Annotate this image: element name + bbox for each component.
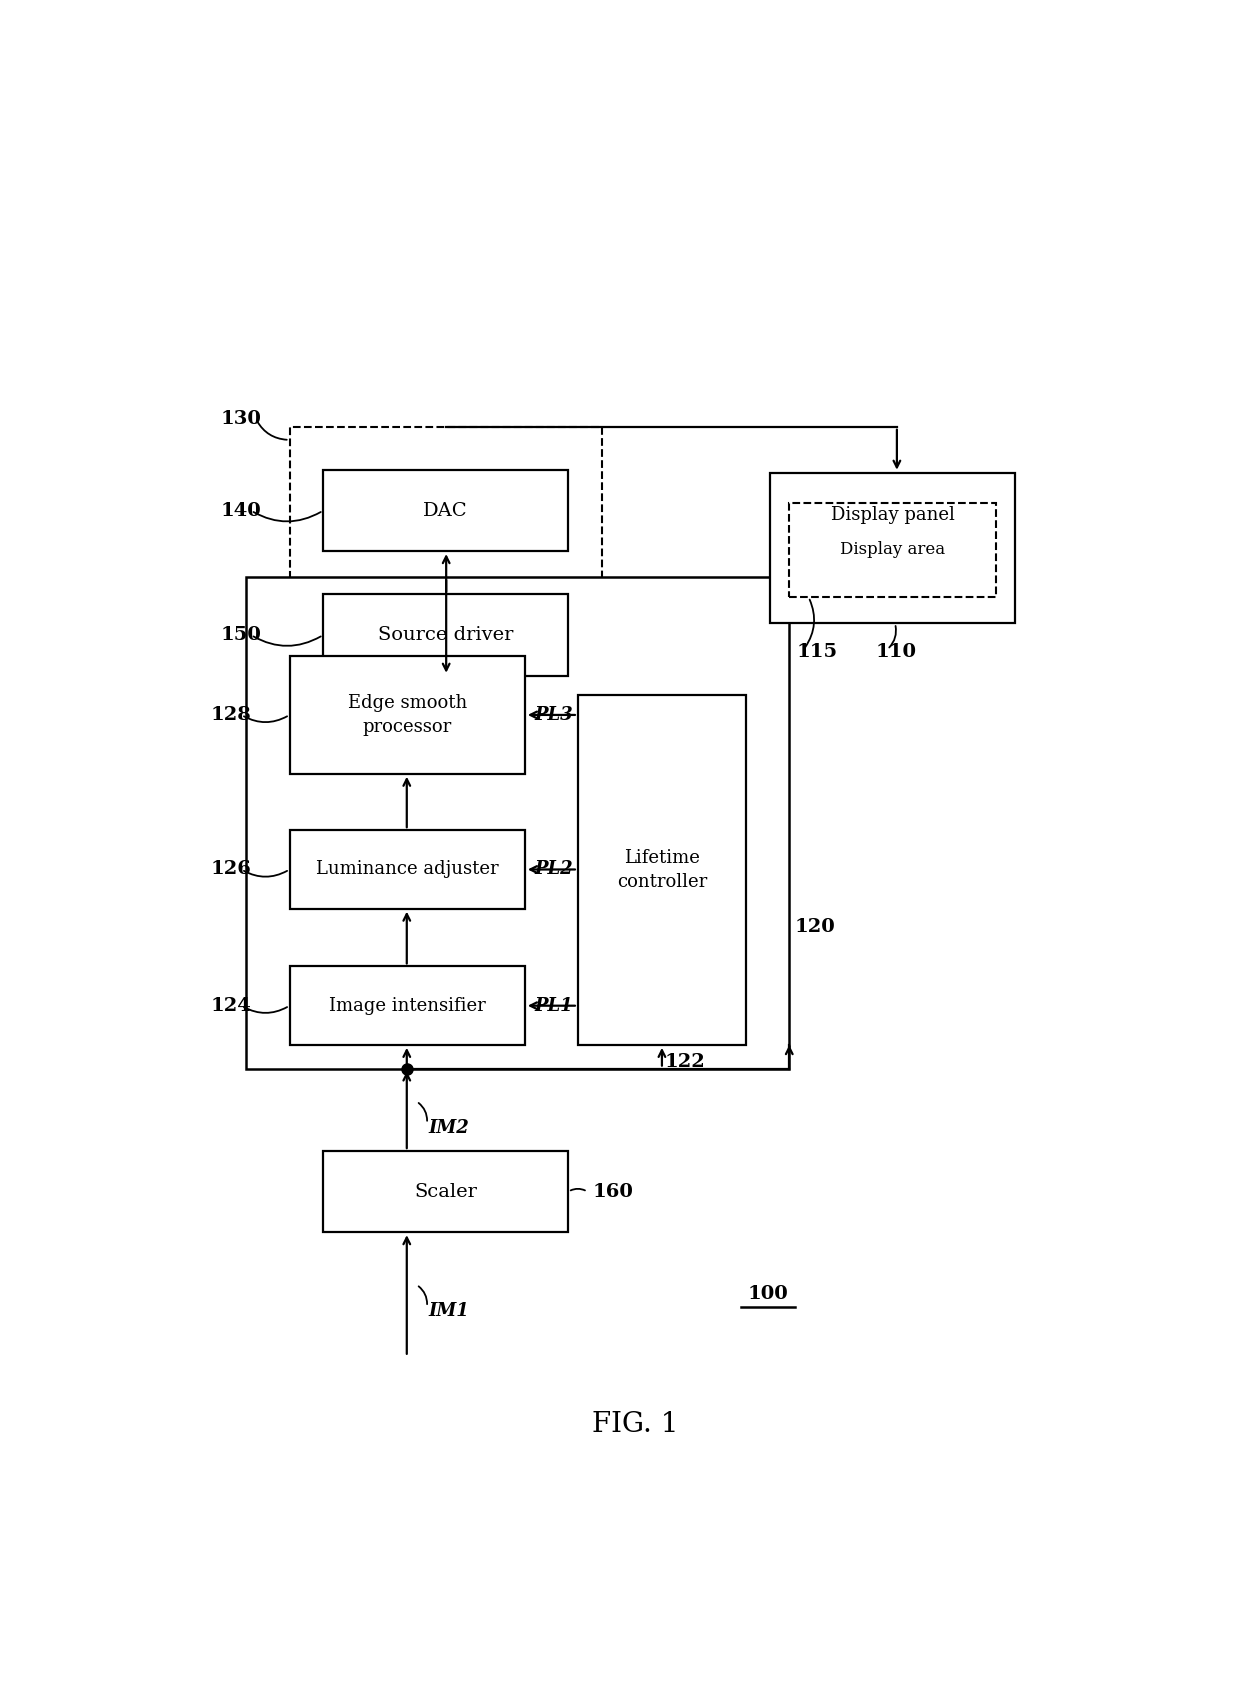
- Text: 120: 120: [794, 919, 835, 936]
- Text: Edge smooth
processor: Edge smooth processor: [347, 694, 467, 737]
- Text: 140: 140: [221, 502, 262, 519]
- FancyBboxPatch shape: [290, 830, 525, 908]
- Text: 160: 160: [593, 1182, 634, 1201]
- Text: Display panel: Display panel: [831, 505, 955, 524]
- Text: 110: 110: [875, 643, 916, 662]
- Text: PL2: PL2: [534, 861, 573, 878]
- Text: Lifetime
controller: Lifetime controller: [616, 849, 707, 891]
- Text: PL3: PL3: [534, 706, 573, 725]
- Text: Image intensifier: Image intensifier: [329, 997, 486, 1015]
- Text: Scaler: Scaler: [414, 1182, 477, 1201]
- Text: 150: 150: [221, 626, 262, 645]
- FancyBboxPatch shape: [290, 427, 601, 708]
- FancyBboxPatch shape: [324, 469, 568, 551]
- Text: 130: 130: [221, 410, 262, 429]
- FancyBboxPatch shape: [770, 473, 1016, 623]
- Text: 126: 126: [211, 861, 252, 878]
- Text: 124: 124: [211, 997, 252, 1015]
- Text: Luminance adjuster: Luminance adjuster: [316, 861, 498, 878]
- FancyBboxPatch shape: [290, 966, 525, 1044]
- Text: PL1: PL1: [534, 997, 573, 1015]
- Text: 128: 128: [211, 706, 252, 725]
- FancyBboxPatch shape: [789, 503, 996, 597]
- FancyBboxPatch shape: [324, 594, 568, 675]
- FancyBboxPatch shape: [578, 696, 746, 1044]
- Text: 122: 122: [665, 1053, 706, 1072]
- Text: 115: 115: [797, 643, 838, 662]
- Text: 100: 100: [748, 1284, 789, 1303]
- Text: Display area: Display area: [839, 541, 945, 558]
- Text: FIG. 1: FIG. 1: [593, 1412, 678, 1439]
- FancyBboxPatch shape: [290, 657, 525, 774]
- FancyBboxPatch shape: [324, 1152, 568, 1232]
- Text: IM2: IM2: [429, 1119, 470, 1136]
- Text: Source driver: Source driver: [378, 626, 513, 645]
- FancyBboxPatch shape: [247, 577, 789, 1068]
- Text: IM1: IM1: [429, 1301, 470, 1320]
- Text: DAC: DAC: [423, 502, 467, 519]
